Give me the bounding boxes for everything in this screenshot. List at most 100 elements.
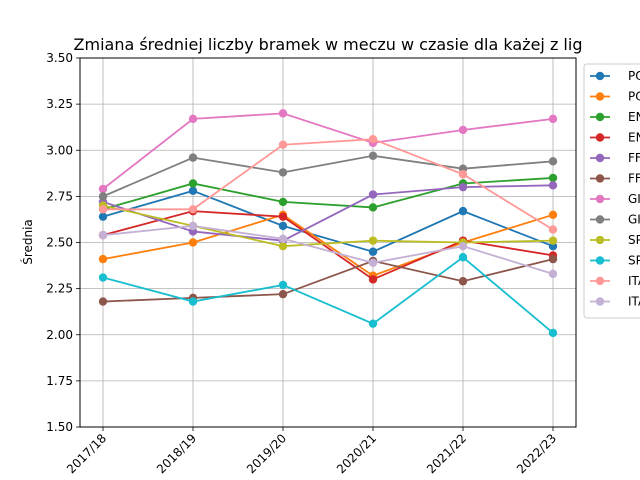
series-5 xyxy=(98,254,558,306)
data-point xyxy=(278,234,288,244)
legend-item: FF xyxy=(590,172,640,186)
series-line xyxy=(102,224,554,275)
data-point xyxy=(458,241,468,251)
series-line xyxy=(102,112,554,190)
legend-label: ITA xyxy=(628,295,640,309)
data-point xyxy=(188,186,198,196)
data-point xyxy=(188,205,198,214)
data-point xyxy=(98,205,108,214)
legend-item: SP xyxy=(590,233,640,247)
series-10 xyxy=(98,134,558,234)
data-point xyxy=(188,179,198,188)
y-axis-label: Średnia xyxy=(20,219,35,265)
series-6 xyxy=(98,109,558,194)
legend-label: GI xyxy=(628,192,640,206)
data-point xyxy=(458,170,468,179)
y-tick-label: 3.50 xyxy=(46,51,73,65)
legend-item: SP xyxy=(590,254,640,268)
data-point xyxy=(368,319,378,328)
legend-label: GI xyxy=(628,213,640,227)
legend-label: EN xyxy=(628,110,640,124)
legend-item: PO xyxy=(590,69,640,83)
y-tick-label: 1.75 xyxy=(46,374,73,388)
series-line xyxy=(102,210,554,281)
legend-frame xyxy=(583,63,640,319)
data-point xyxy=(278,241,288,251)
data-point xyxy=(458,125,468,135)
series-line xyxy=(102,184,554,242)
x-tick-label: 2022/23 xyxy=(514,431,559,476)
series-8 xyxy=(98,201,558,251)
legend-label: ITA xyxy=(628,274,640,288)
legend-marker xyxy=(595,194,605,204)
legend-label: EN xyxy=(628,131,640,145)
x-tick-label: 2017/18 xyxy=(64,431,109,476)
data-point xyxy=(98,230,108,240)
x-tick-label: 2018/19 xyxy=(154,431,199,476)
legend-marker xyxy=(595,92,605,101)
legend-marker xyxy=(595,71,605,81)
data-point xyxy=(278,109,288,118)
data-point xyxy=(458,277,468,286)
y-tick-label: 2.00 xyxy=(46,328,73,342)
legend-item: EN xyxy=(590,110,640,124)
data-point xyxy=(98,273,108,282)
series-line xyxy=(103,138,554,231)
legend: PO PO EN EN FF FF GI GI SP SP ITA ITA xyxy=(583,63,640,319)
legend-label: FF xyxy=(628,172,640,186)
series-7 xyxy=(98,151,558,201)
y-axis: 1.50 1.75 2.00 2.25 2.50 2.75 3.00 3.25 3.50 xyxy=(46,51,80,434)
data-point xyxy=(458,253,468,262)
data-point xyxy=(278,212,288,221)
data-point xyxy=(548,114,558,124)
legend-label: PO xyxy=(628,90,640,104)
data-point xyxy=(98,212,108,221)
legend-item: ITA xyxy=(590,295,640,309)
data-point xyxy=(548,173,558,183)
legend-item: ITA xyxy=(590,274,640,288)
data-point xyxy=(278,168,288,177)
legend-label: PO xyxy=(628,69,640,83)
legend-item: PO xyxy=(590,90,640,104)
data-point xyxy=(188,221,198,231)
legend-item: EN xyxy=(590,131,640,145)
series-line xyxy=(102,154,554,198)
x-axis: 2017/18 2018/19 2019/20 2020/21 2021/22 2022/… xyxy=(64,427,559,476)
data-point xyxy=(548,181,558,190)
legend-marker xyxy=(595,235,605,245)
data-point xyxy=(278,280,288,290)
series-9 xyxy=(98,253,558,338)
series-line xyxy=(102,256,554,334)
legend-item: FF xyxy=(590,151,640,165)
data-point xyxy=(368,203,378,212)
y-tick-label: 2.25 xyxy=(46,282,73,296)
data-point xyxy=(458,206,468,216)
series-line xyxy=(102,177,554,211)
x-tick-label: 2019/20 xyxy=(244,431,289,476)
legend-marker xyxy=(595,276,605,286)
legend-marker xyxy=(595,297,605,306)
data-point xyxy=(548,157,558,166)
data-point xyxy=(98,184,108,194)
series-line xyxy=(102,189,554,253)
legend-label: SP xyxy=(628,233,640,247)
x-tick-label: 2021/22 xyxy=(424,431,469,476)
legend-item: GI xyxy=(590,213,640,227)
data-point xyxy=(548,210,558,220)
legend-marker xyxy=(595,153,605,163)
data-point xyxy=(98,192,108,201)
data-point xyxy=(368,134,378,144)
data-point xyxy=(548,254,558,264)
data-point xyxy=(368,190,378,199)
legend-label: FF xyxy=(628,151,640,165)
y-tick-label: 3.25 xyxy=(46,97,73,111)
data-point xyxy=(368,236,378,245)
legend-item: GI xyxy=(590,192,640,206)
data-point xyxy=(548,236,558,245)
legend-marker xyxy=(595,256,605,265)
data-point xyxy=(188,297,198,306)
series-line xyxy=(102,204,554,248)
data-point xyxy=(278,221,288,231)
data-point xyxy=(458,182,468,192)
